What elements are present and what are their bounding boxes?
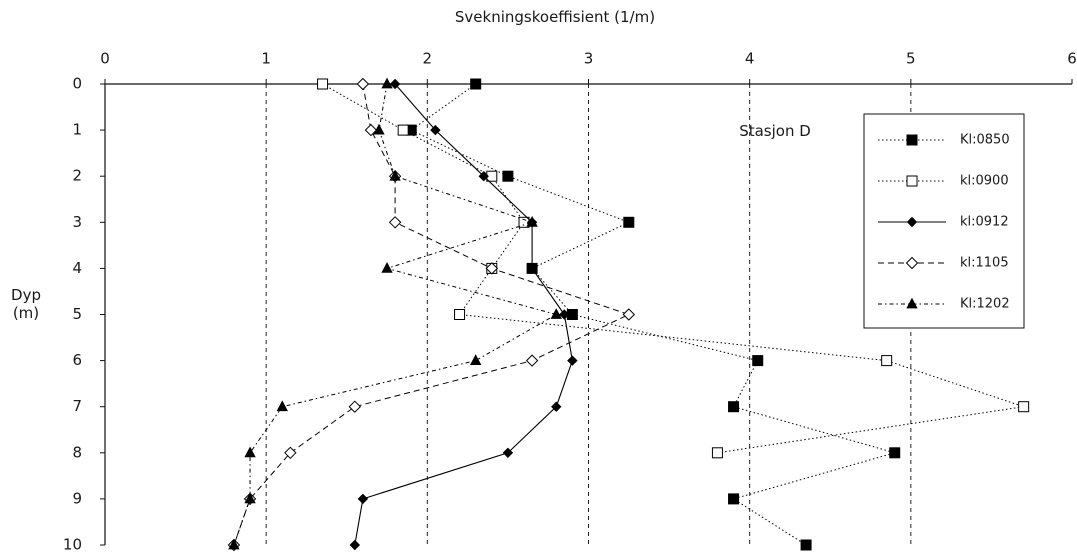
data-point — [356, 77, 370, 91]
data-point — [470, 78, 482, 90]
data-point — [454, 309, 466, 320]
series-line — [233, 83, 631, 546]
data-point — [373, 123, 385, 135]
data-point — [430, 124, 441, 136]
data-point — [381, 262, 393, 273]
data-point — [348, 400, 362, 413]
series — [227, 77, 1030, 552]
y-tick-label: 3 — [72, 213, 82, 231]
y-tick-label: 9 — [72, 489, 82, 507]
data-point — [389, 78, 401, 90]
x-tick-label: 0 — [100, 50, 110, 68]
data-point — [551, 401, 562, 412]
x-tick-label: 1 — [261, 50, 271, 68]
legend-label: kl:1105 — [960, 256, 1009, 271]
y-tick-label: 5 — [72, 305, 82, 323]
legend-marker — [906, 297, 918, 309]
data-point — [728, 401, 740, 413]
data-point — [623, 216, 635, 228]
data-point — [381, 77, 393, 89]
legend-item: Kl:1202 — [878, 297, 1010, 312]
data-point — [502, 447, 514, 459]
data-point — [1018, 401, 1030, 413]
x-tick-label: 3 — [584, 50, 594, 68]
legend-label: Kl:1202 — [960, 297, 1010, 312]
y-axis-title-line: Dyp — [11, 286, 41, 304]
legend-item: kl:1105 — [878, 256, 1009, 271]
legend-label: Kl:0850 — [960, 133, 1010, 148]
y-axis-title-line: (m) — [13, 304, 39, 322]
data-point — [228, 538, 240, 550]
legend: Kl:0850 kl:0900 kl:0912 kl:1105 Kl:1202 — [863, 113, 1025, 329]
y-axis-title: Dyp (m) — [11, 286, 41, 322]
x-tick-label: 5 — [906, 50, 916, 68]
station-annotation: Stasjon D — [739, 122, 811, 140]
data-point — [244, 446, 256, 458]
data-point — [728, 493, 740, 505]
y-tick-label: 7 — [72, 397, 82, 415]
legend-item: kl:0900 — [878, 174, 1009, 189]
data-point — [364, 123, 378, 137]
data-point — [752, 355, 764, 367]
legend-label: kl:0900 — [960, 174, 1009, 189]
series-line — [233, 83, 558, 546]
series-line — [410, 83, 897, 546]
data-point — [478, 170, 489, 182]
series-0 — [405, 78, 901, 551]
y-tick-label: 4 — [72, 259, 82, 277]
data-point — [389, 169, 401, 181]
legend-label: kl:0912 — [960, 215, 1009, 230]
series-4 — [228, 77, 562, 550]
series-2 — [349, 78, 578, 551]
legend-marker — [905, 256, 919, 270]
legend-item: kl:0912 — [878, 215, 1009, 230]
data-point — [357, 493, 369, 505]
grid — [265, 84, 912, 545]
data-point — [567, 355, 578, 366]
y-tick-label: 1 — [72, 121, 82, 139]
data-point — [559, 309, 570, 320]
data-point — [881, 355, 893, 367]
data-point — [397, 124, 409, 136]
data-point — [349, 539, 361, 551]
data-point — [889, 447, 901, 459]
data-point — [388, 216, 402, 229]
x-tick-label: 4 — [745, 50, 755, 68]
data-point — [276, 400, 288, 412]
data-point — [526, 215, 538, 227]
x-axis-title: Svekningskoeffisient (1/m) — [455, 8, 655, 26]
legend-marker — [906, 175, 918, 187]
data-point — [800, 539, 812, 551]
data-point — [317, 78, 329, 90]
y-tick-label: 10 — [63, 536, 82, 554]
data-point — [502, 170, 514, 182]
y-tick-label: 0 — [72, 75, 82, 93]
data-point — [526, 263, 538, 274]
x-tick-label: 6 — [1067, 50, 1077, 68]
y-tick-label: 2 — [72, 167, 82, 185]
axes: 0 1 2 3 4 5 6 0 1 2 3 4 5 6 7 8 9 10 — [63, 50, 1077, 554]
legend-marker — [906, 216, 918, 228]
y-tick-label: 8 — [72, 443, 82, 461]
data-point — [622, 308, 635, 321]
data-point — [470, 354, 482, 366]
legend-marker — [906, 134, 918, 146]
data-point — [244, 492, 256, 504]
data-point — [485, 262, 499, 275]
data-point — [525, 354, 539, 367]
data-point — [550, 308, 562, 319]
data-point — [284, 446, 297, 460]
legend-item: Kl:0850 — [878, 133, 1010, 148]
y-tick-label: 6 — [72, 351, 82, 369]
x-tick-label: 2 — [423, 50, 433, 68]
data-point — [711, 447, 723, 459]
legend-box — [863, 113, 1025, 329]
